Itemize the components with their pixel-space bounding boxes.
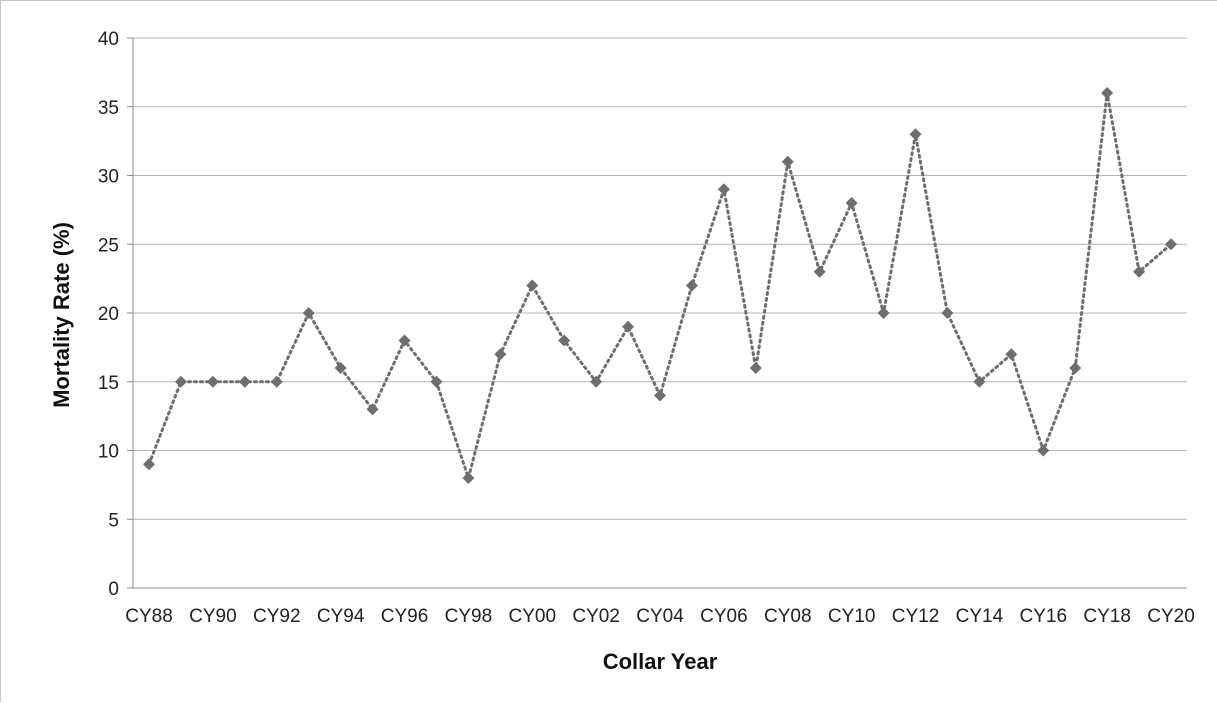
data-point-cy05: [685, 279, 698, 292]
data-point-cy00: [526, 279, 539, 292]
x-axis-title: Collar Year: [603, 649, 718, 674]
x-tick-label-cy10: CY10: [828, 606, 876, 627]
x-axis-tick-labels: CY88 CY90 CY92 CY94 CY96 CY98 CY00 CY02 CY04 CY06…: [125, 606, 1195, 627]
data-point-cy15: [1005, 348, 1018, 361]
data-point-cy08: [781, 155, 794, 168]
y-tick-label-10: 10: [98, 442, 119, 463]
x-tick-label-cy96: CY96: [381, 606, 429, 627]
data-point-cy19: [1133, 265, 1146, 278]
x-tick-label-cy20: CY20: [1147, 606, 1195, 627]
x-tick-label-cy00: CY00: [508, 606, 556, 627]
x-tick-label-cy88: CY88: [125, 606, 173, 627]
data-point-cy99: [494, 348, 507, 361]
data-point-cy18: [1101, 87, 1114, 99]
data-point-cy92: [270, 375, 283, 388]
x-tick-label-cy12: CY12: [892, 606, 940, 627]
data-point-cy89: [174, 375, 187, 388]
data-point-cy14: [973, 375, 986, 388]
data-point-cy16: [1037, 444, 1050, 457]
data-point-cy12: [909, 128, 922, 141]
data-point-cy13: [941, 307, 954, 319]
x-tick-label-cy04: CY04: [636, 606, 684, 627]
y-tick-label-0: 0: [108, 579, 119, 600]
y-tick-label-20: 20: [98, 304, 119, 325]
y-tick-label-5: 5: [108, 510, 119, 531]
y-tick-label-40: 40: [98, 29, 119, 50]
data-point-cy02: [590, 375, 603, 388]
data-point-cy93: [302, 307, 315, 319]
data-point-cy04: [654, 389, 666, 402]
data-point-cy95: [366, 403, 379, 416]
y-axis-title: Mortality Rate (%): [49, 222, 74, 408]
x-tick-label-cy18: CY18: [1083, 606, 1131, 627]
data-point-cy91: [238, 375, 251, 388]
y-tick-label-30: 30: [98, 167, 119, 188]
x-tick-label-cy02: CY02: [572, 606, 620, 627]
gridlines: [133, 37, 1187, 520]
y-axis-tick-labels: 0 5 10 15 20 25 30 35 40: [98, 29, 119, 600]
data-point-cy10: [845, 197, 858, 209]
x-tick-label-cy90: CY90: [189, 606, 237, 627]
data-point-cy88: [143, 458, 155, 471]
data-point-cy09: [813, 265, 826, 278]
data-point-cy03: [622, 320, 635, 333]
data-point-cy20: [1165, 238, 1177, 251]
x-tick-label-cy14: CY14: [956, 606, 1004, 627]
x-tick-label-cy06: CY06: [700, 606, 748, 627]
y-tick-label-25: 25: [98, 235, 119, 256]
series-mortality-rate: [143, 87, 1177, 484]
y-tick-label-15: 15: [98, 373, 119, 394]
data-point-cy07: [749, 362, 762, 374]
data-point-cy94: [334, 362, 347, 374]
data-point-cy97: [430, 375, 443, 388]
x-tick-label-cy92: CY92: [253, 606, 301, 627]
data-point-cy11: [877, 307, 890, 319]
x-tick-label-cy98: CY98: [445, 606, 493, 627]
data-point-cy06: [717, 183, 730, 196]
x-tick-label-cy94: CY94: [317, 606, 365, 627]
data-point-cy17: [1069, 362, 1082, 374]
data-point-cy90: [206, 375, 219, 388]
x-tick-label-cy16: CY16: [1019, 606, 1067, 627]
series-line-0: [147, 92, 1173, 484]
axes: [127, 37, 1187, 589]
data-point-cy96: [398, 334, 411, 347]
data-point-cy98: [462, 472, 475, 484]
x-tick-label-cy08: CY08: [764, 606, 812, 627]
y-tick-label-35: 35: [98, 98, 119, 119]
data-point-cy01: [558, 334, 571, 347]
